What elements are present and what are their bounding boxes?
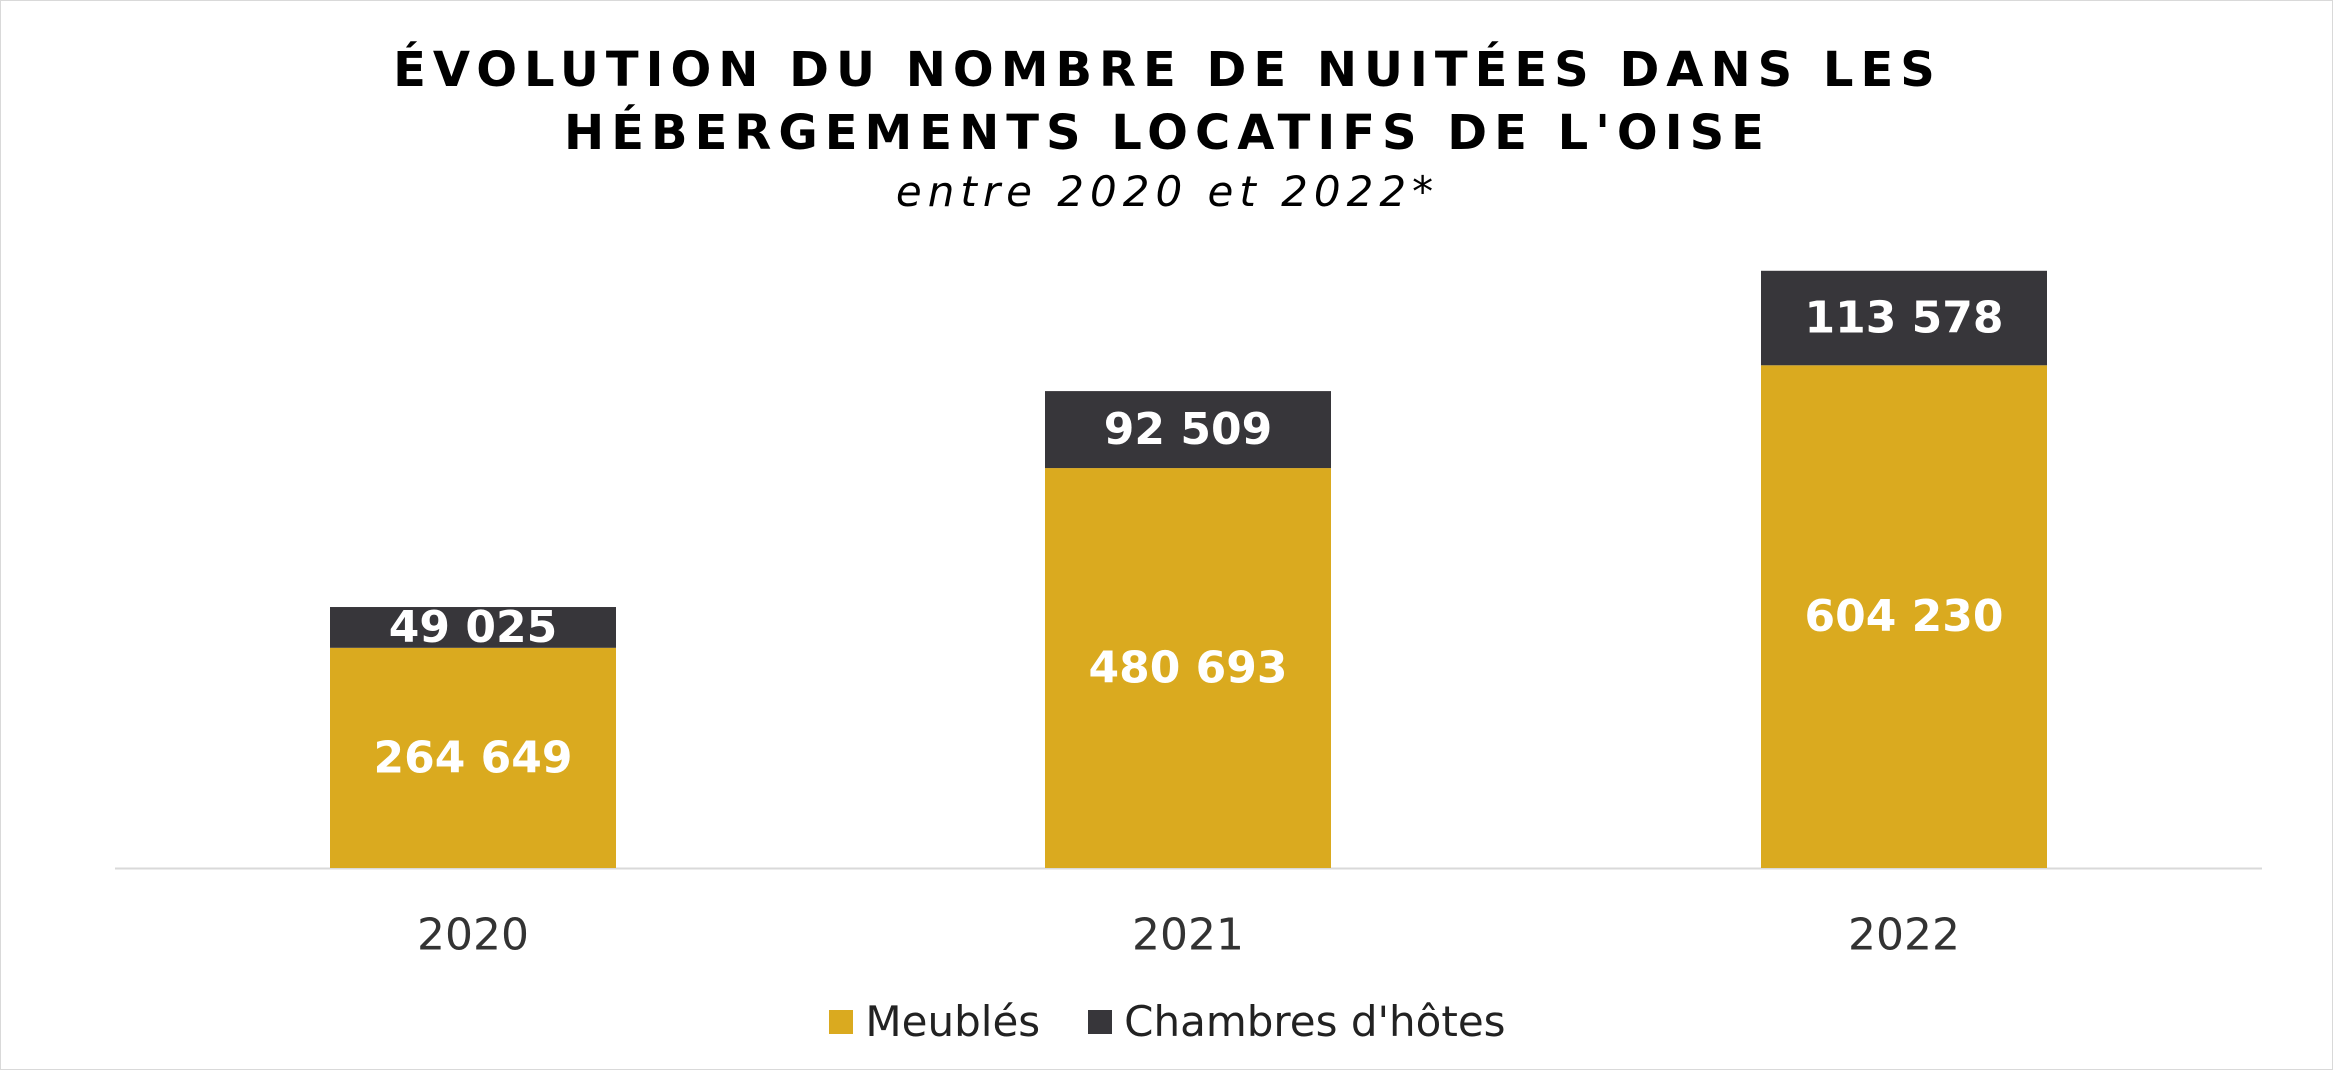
legend-item-chambres: Chambres d'hôtes: [1088, 997, 1506, 1046]
bar-meubles-2021: [1045, 468, 1331, 868]
chart-legend: Meublés Chambres d'hôtes: [0, 997, 2335, 1046]
data-label-meubles-2021: 480 693: [1088, 643, 1287, 694]
data-label-meubles-2022: 604 230: [1804, 591, 2003, 642]
x-tick-label-2022: 2022: [1848, 910, 1960, 961]
bar-chambres-2022: [1761, 270, 2047, 366]
data-label-chambres-2020: 49 025: [389, 602, 557, 653]
bar-chambres-2020: [330, 607, 616, 648]
data-label-meubles-2020: 264 649: [373, 732, 572, 783]
x-tick-label-2021: 2021: [1132, 910, 1244, 961]
bar-meubles-2020: [330, 647, 616, 868]
legend-swatch-meubles: [829, 1009, 854, 1034]
legend-swatch-chambres: [1088, 1009, 1113, 1034]
x-tick-label-2020: 2020: [417, 910, 529, 961]
chart-subtitle: entre 2020 et 2022*: [895, 167, 1440, 216]
legend-item-meubles: Meublés: [829, 997, 1040, 1046]
chart-title-line-1: ÉVOLUTION DU NOMBRE DE NUITÉES DANS LES: [393, 42, 1942, 98]
data-label-chambres-2021: 92 509: [1104, 404, 1272, 455]
legend-label-chambres: Chambres d'hôtes: [1124, 997, 1506, 1046]
chart-title-line-2: HÉBERGEMENTS LOCATIFS DE L'OISE: [564, 105, 1771, 161]
bar-chambres-2021: [1045, 391, 1331, 469]
data-label-chambres-2022: 113 578: [1804, 293, 2003, 344]
legend-label-meubles: Meublés: [865, 997, 1041, 1046]
bar-meubles-2022: [1761, 365, 2047, 868]
